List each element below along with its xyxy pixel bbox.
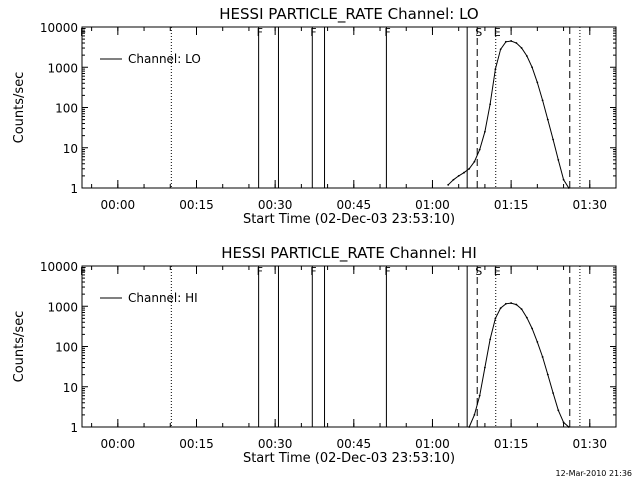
chart1-marker-label: F — [310, 265, 316, 278]
chart0-data-point — [525, 55, 528, 57]
chart1-data-point — [546, 373, 549, 376]
chart1-ytick-label: 1 — [70, 421, 78, 435]
chart0-xtick-label: 00:30 — [258, 198, 293, 212]
chart1-data-point — [489, 338, 492, 341]
chart1-data-point — [504, 302, 507, 305]
chart0-ylabel: Counts/sec — [12, 72, 27, 144]
chart1-data-point — [494, 317, 497, 320]
chart1-ytick-label: 100 — [55, 341, 78, 355]
chart1-xtick-label: 01:30 — [572, 437, 607, 451]
chart0-marker-label: E — [494, 26, 501, 39]
chart1-data-point — [557, 409, 560, 412]
chart0-xtick-label: 00:00 — [101, 198, 136, 212]
chart1-xtick-label: 01:00 — [415, 437, 450, 451]
chart1-panel: HESSI PARTICLE_RATE Channel: HI 1 10 100 100… — [12, 244, 617, 466]
chart1-xtick-label: 00:45 — [337, 437, 372, 451]
chart1-data-point — [468, 426, 471, 428]
chart0-data-point — [546, 118, 549, 121]
chart1-data-point — [473, 413, 476, 416]
chart0-data-point — [494, 68, 497, 70]
chart1-marker-label: S — [475, 265, 482, 278]
chart0-data-point — [541, 99, 544, 102]
chart0-ytick-label: 10 — [63, 142, 78, 156]
chart0-marker-label: F — [257, 26, 263, 39]
chart1-data-point — [515, 303, 518, 306]
chart1-data-point — [552, 392, 554, 394]
chart0-data-point — [520, 47, 523, 49]
chart1-data-point — [520, 308, 523, 310]
chart0-xtick-label: 00:15 — [179, 198, 214, 212]
chart1-series-line — [468, 302, 570, 428]
chart0-data-point — [489, 103, 492, 106]
chart1-xtick-label: 00:15 — [179, 437, 214, 451]
chart1-data-point — [536, 341, 539, 343]
chart0-marker-label: F — [80, 26, 86, 39]
chart1-marker-label: E — [494, 265, 501, 278]
chart0-xtick-label: 01:30 — [572, 198, 607, 212]
chart0-data-point — [567, 187, 570, 189]
chart0-ytick-label: 1000 — [47, 61, 78, 75]
chart1-legend-label: Channel: HI — [128, 291, 198, 305]
chart0-xtick-label: 01:15 — [494, 198, 529, 212]
chart0-data-point — [457, 174, 460, 177]
chart0-data-point — [499, 48, 502, 51]
chart0-marker-label: F — [384, 26, 390, 39]
chart1-marker-label: F — [384, 265, 390, 278]
chart0-data-point — [531, 66, 533, 69]
chart0-data-point — [463, 171, 465, 174]
chart1-data-point — [567, 426, 570, 428]
chart1-data-point — [525, 316, 528, 319]
chart1-xtick-label: 01:15 — [494, 437, 529, 451]
chart1-data-point — [510, 302, 513, 304]
chart0-data-point — [447, 183, 450, 186]
chart0-ytick-label: 100 — [55, 102, 78, 116]
chart0-data-point — [562, 178, 565, 181]
chart0-data-point — [504, 40, 507, 43]
chart0-data-point — [557, 158, 560, 161]
chart1-data-point — [484, 366, 486, 369]
chart1-ytick-label: 10 — [63, 381, 78, 395]
chart0-data-point — [552, 138, 554, 141]
chart0-data-point — [536, 81, 539, 84]
chart1-data-point — [541, 356, 544, 358]
chart0-data-point — [473, 160, 476, 163]
chart0-marker-label: S — [475, 26, 482, 39]
chart1-data-point — [499, 307, 502, 309]
chart0-data-point — [484, 130, 486, 133]
chart0-xtick-label: 01:00 — [415, 198, 450, 212]
chart1-marker-label: F — [80, 265, 86, 278]
chart0-marker-label: F — [310, 26, 316, 39]
chart1-ytick-label: 1000 — [47, 300, 78, 314]
chart0-xtick-label: 00:45 — [337, 198, 372, 212]
chart1-ylabel: Counts/sec — [12, 311, 27, 383]
chart1-data-point — [531, 327, 533, 330]
chart1-xtick-label: 00:00 — [101, 437, 136, 451]
chart0-series-line — [447, 40, 570, 189]
chart0-xlabel: Start Time (02-Dec-03 23:53:10) — [243, 212, 455, 227]
chart0-panel: HESSI PARTICLE_RATE Channel: LO 1 10 100 100… — [12, 5, 617, 227]
chart1-xtick-label: 00:30 — [258, 437, 293, 451]
chart1-data-point — [562, 421, 565, 424]
chart0-ytick-label: 10000 — [40, 21, 78, 35]
chart1-data-point — [478, 394, 481, 397]
chart0-title: HESSI PARTICLE_RATE Channel: LO — [219, 5, 478, 24]
chart0-data-point — [478, 148, 481, 151]
chart0-data-point — [468, 167, 471, 170]
chart0-data-point — [515, 42, 518, 44]
chart0-legend-label: Channel: LO — [128, 52, 201, 66]
chart0-data-point — [510, 40, 513, 42]
chart1-title: HESSI PARTICLE_RATE Channel: HI — [221, 244, 477, 263]
chart1-ytick-label: 10000 — [40, 260, 78, 274]
chart0-data-point — [452, 178, 455, 181]
chart0-ytick-label: 1 — [70, 182, 78, 196]
timestamp-label: 12-Mar-2010 21:36 — [556, 469, 633, 478]
chart1-xlabel: Start Time (02-Dec-03 23:53:10) — [243, 451, 455, 466]
chart1-marker-label: F — [257, 265, 263, 278]
